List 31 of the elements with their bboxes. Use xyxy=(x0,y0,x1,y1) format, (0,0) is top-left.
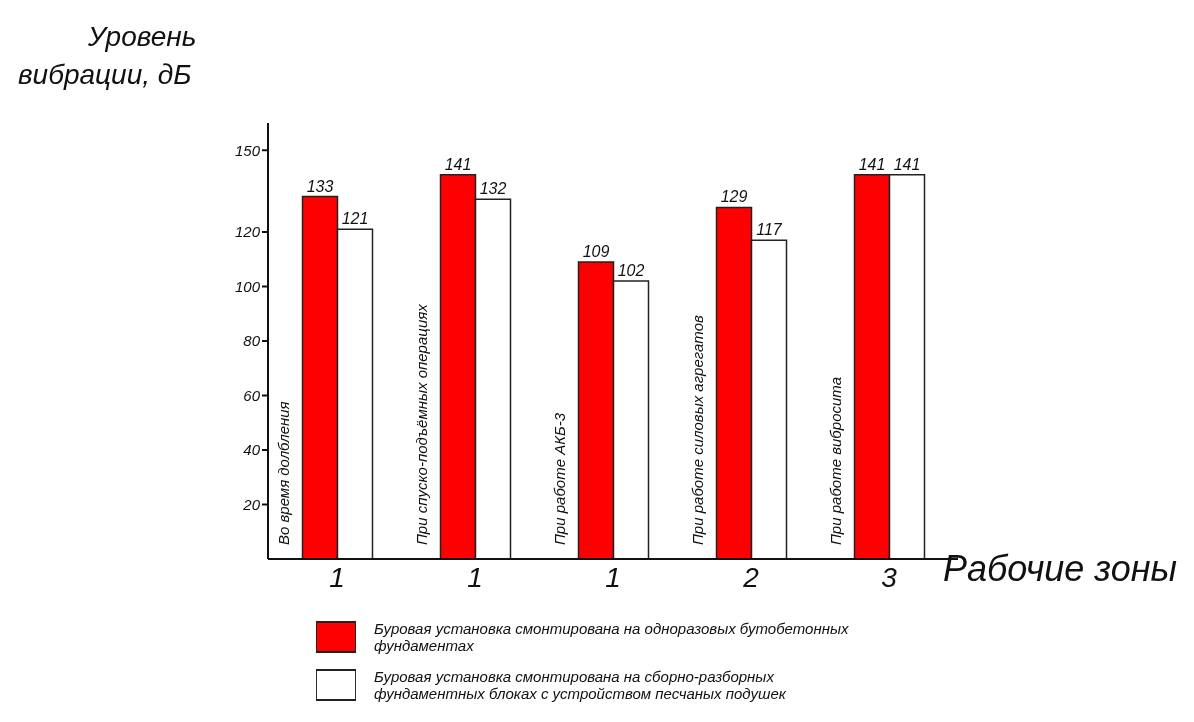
data-label: 141 xyxy=(858,155,886,173)
y-tick-label: 20 xyxy=(242,495,261,513)
x-tick-label: 1 xyxy=(605,561,621,593)
annotation: При работе вибросита xyxy=(826,377,844,545)
x-tick-label: 3 xyxy=(881,561,898,593)
x-tick-label: 1 xyxy=(329,561,345,593)
data-label: 129 xyxy=(720,188,748,206)
x-tick-label: 1 xyxy=(467,561,483,593)
legend-label: Буровая установка смонтирована на сборно-разборных фундаментных блоках с устройством песчаных подушек xyxy=(374,668,787,702)
y-tick-label: 100 xyxy=(234,277,261,295)
annotation: При работе АКБ-3 xyxy=(550,412,568,545)
y-tick-label: 60 xyxy=(243,386,261,404)
data-label: 109 xyxy=(582,242,610,260)
y-tick-label: 150 xyxy=(234,141,261,159)
y-tick-label: 80 xyxy=(243,332,261,350)
y-axis-title: Уровень вибрации, дБ xyxy=(18,20,197,92)
y-tick-label: 40 xyxy=(243,441,261,459)
data-label: 141 xyxy=(893,155,921,173)
data-label: 133 xyxy=(306,177,334,195)
annotation: При работе силовых агрегатов xyxy=(688,314,706,545)
data-label: 117 xyxy=(756,221,783,239)
data-label: 102 xyxy=(617,262,645,280)
data-label: 121 xyxy=(341,210,369,228)
x-tick-label: 2 xyxy=(742,561,760,593)
annotation: Во время долбления xyxy=(274,401,292,545)
legend-label: Буровая установка смонтирована на одноразовых бутобетонных фундаментах xyxy=(374,620,850,654)
data-label: 141 xyxy=(444,155,472,173)
x-axis-title: Рабочие зоны xyxy=(943,548,1178,590)
y-tick-label: 120 xyxy=(234,223,261,241)
data-label: 132 xyxy=(479,180,507,198)
annotation: При спуско-подъёмных операциях xyxy=(412,303,430,545)
